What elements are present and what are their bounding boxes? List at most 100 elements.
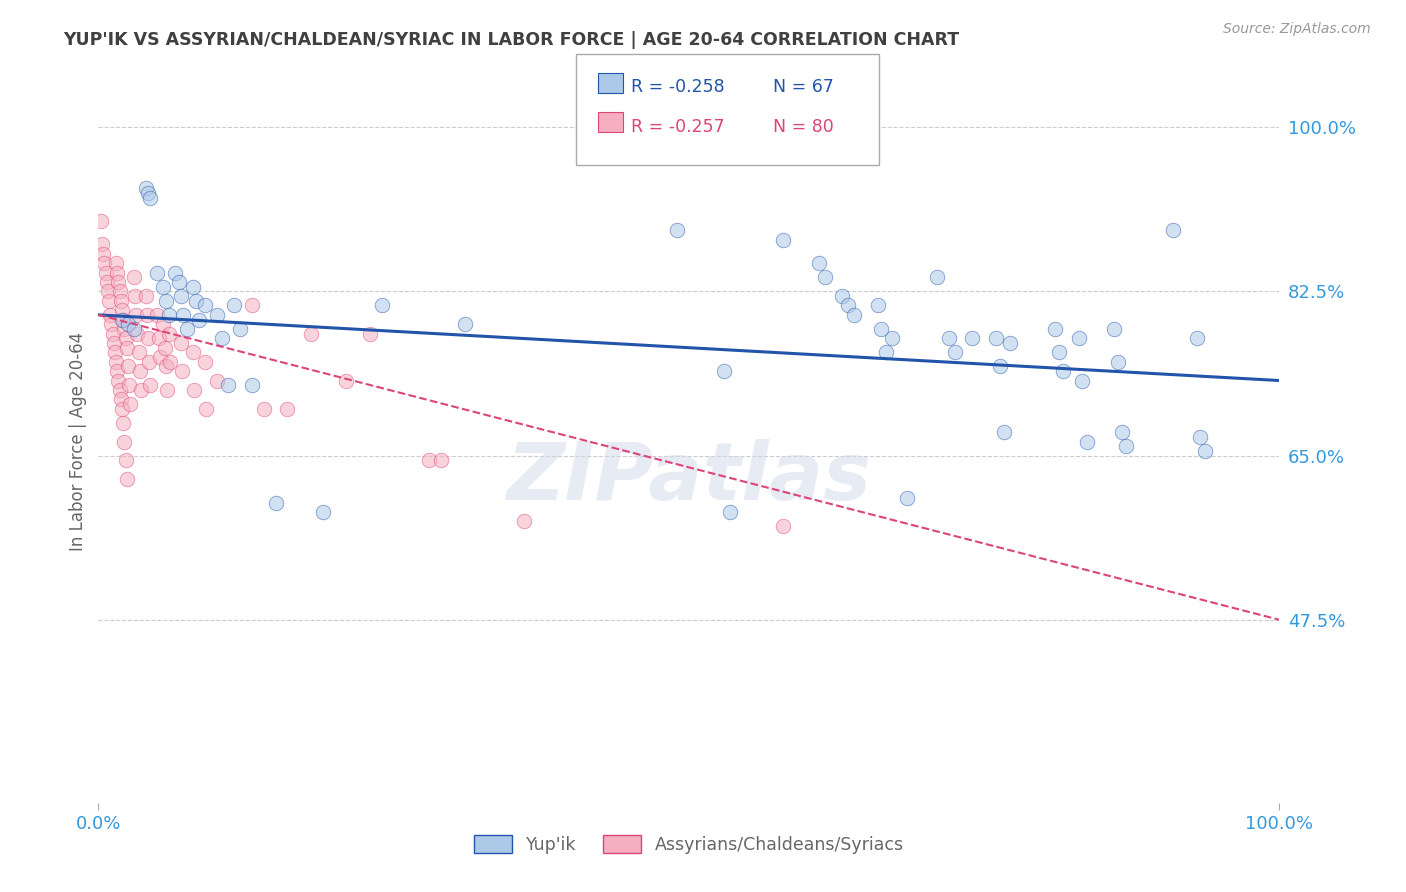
Point (104, 345, 127, 359)
Point (276, 401, 298, 416)
Point (807, 256, 830, 270)
Point (1189, 430, 1212, 444)
Point (152, 279, 174, 293)
Point (170, 289, 193, 303)
Point (155, 293, 177, 308)
Point (110, 293, 132, 308)
Point (112, 312, 135, 326)
Point (183, 383, 205, 397)
Point (170, 336, 193, 351)
Text: R = -0.258: R = -0.258 (631, 78, 725, 96)
Point (135, 308, 157, 322)
Point (1111, 425, 1133, 439)
Point (128, 345, 150, 359)
Point (167, 275, 190, 289)
Point (91, 247, 114, 261)
Point (111, 312, 134, 326)
Point (108, 285, 131, 299)
Point (152, 318, 174, 332)
Point (97, 285, 120, 299)
Point (111, 303, 134, 318)
Point (224, 298, 246, 312)
Point (129, 383, 152, 397)
Point (93, 256, 115, 270)
Point (1107, 355, 1129, 369)
Point (359, 326, 381, 341)
Point (371, 298, 394, 312)
Point (105, 364, 128, 378)
Point (103, 336, 125, 351)
Point (118, 378, 141, 392)
Point (844, 308, 866, 322)
Point (146, 266, 169, 280)
Point (122, 270, 145, 285)
Point (925, 270, 948, 285)
Point (94, 266, 117, 280)
Point (718, 505, 741, 519)
Point (98, 293, 121, 308)
Text: YUP'IK VS ASSYRIAN/CHALDEAN/SYRIAC IN LABOR FORCE | AGE 20-64 CORRELATION CHART: YUP'IK VS ASSYRIAN/CHALDEAN/SYRIAC IN LA… (63, 31, 959, 49)
Point (114, 331, 136, 345)
Point (666, 223, 689, 237)
Text: N = 80: N = 80 (773, 118, 834, 136)
Point (938, 331, 960, 345)
Point (1076, 434, 1098, 449)
Point (146, 308, 169, 322)
Point (418, 453, 440, 467)
Point (135, 289, 157, 303)
Point (943, 345, 966, 359)
Point (115, 472, 138, 486)
Point (156, 383, 179, 397)
Point (186, 293, 208, 308)
Point (90, 214, 112, 228)
Point (165, 266, 187, 280)
Point (205, 308, 228, 322)
Point (181, 345, 204, 359)
Text: Source: ZipAtlas.com: Source: ZipAtlas.com (1223, 22, 1371, 37)
Point (159, 355, 181, 369)
Point (1102, 322, 1125, 336)
Point (194, 401, 217, 416)
Point (998, 336, 1021, 351)
Point (112, 416, 135, 430)
Point (139, 190, 162, 204)
Point (100, 318, 122, 332)
Y-axis label: In Labor Force | Age 20-64: In Labor Force | Age 20-64 (69, 332, 87, 551)
Point (105, 355, 128, 369)
Point (217, 378, 239, 392)
Point (96, 275, 118, 289)
Point (772, 233, 794, 247)
Point (229, 322, 252, 336)
Point (112, 322, 135, 336)
Point (127, 326, 149, 341)
Point (112, 434, 135, 449)
Point (149, 350, 172, 364)
Point (108, 383, 131, 397)
Point (240, 378, 263, 392)
Point (1043, 322, 1066, 336)
Point (335, 374, 357, 388)
Point (115, 341, 138, 355)
Point (253, 401, 276, 416)
Point (139, 378, 162, 392)
Point (172, 364, 194, 378)
Point (101, 326, 124, 341)
Point (157, 308, 180, 322)
Point (153, 341, 176, 355)
Point (107, 374, 129, 388)
Point (111, 401, 134, 416)
Point (512, 514, 534, 528)
Point (1067, 331, 1090, 345)
Point (128, 364, 150, 378)
Point (1194, 444, 1216, 458)
Point (105, 266, 128, 280)
Point (122, 322, 145, 336)
Point (831, 289, 853, 303)
Point (772, 519, 794, 533)
Point (194, 355, 217, 369)
Point (264, 495, 287, 509)
Point (430, 453, 453, 467)
Text: R = -0.257: R = -0.257 (631, 118, 725, 136)
Point (107, 275, 129, 289)
Text: ZIPatlas: ZIPatlas (506, 439, 872, 516)
